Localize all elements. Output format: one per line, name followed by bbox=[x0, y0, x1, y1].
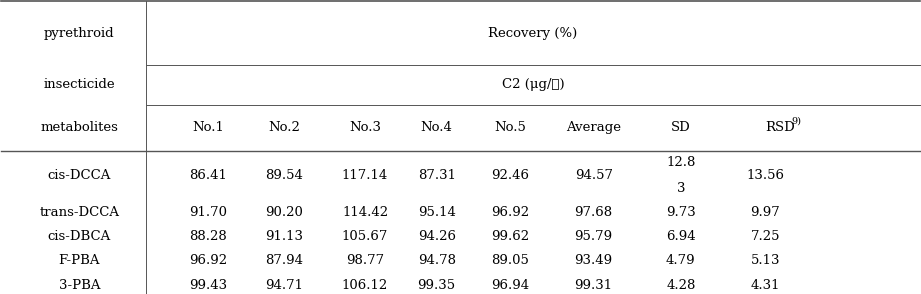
Text: 99.31: 99.31 bbox=[575, 279, 612, 292]
Text: RSD: RSD bbox=[765, 121, 795, 134]
Text: 92.46: 92.46 bbox=[491, 169, 529, 182]
Text: No.3: No.3 bbox=[349, 121, 381, 134]
Text: insecticide: insecticide bbox=[43, 78, 115, 91]
Text: 114.42: 114.42 bbox=[342, 206, 388, 218]
Text: 94.57: 94.57 bbox=[575, 169, 612, 182]
Text: 86.41: 86.41 bbox=[189, 169, 227, 182]
Text: F-PBA: F-PBA bbox=[59, 254, 100, 268]
Text: 99.62: 99.62 bbox=[491, 230, 530, 243]
Text: SD: SD bbox=[671, 121, 691, 134]
Text: 87.94: 87.94 bbox=[265, 254, 303, 268]
Text: 3-PBA: 3-PBA bbox=[59, 279, 100, 292]
Text: No.4: No.4 bbox=[421, 121, 452, 134]
Text: cis-DBCA: cis-DBCA bbox=[48, 230, 111, 243]
Text: 87.31: 87.31 bbox=[417, 169, 456, 182]
Text: 95.79: 95.79 bbox=[575, 230, 612, 243]
Text: 94.78: 94.78 bbox=[417, 254, 456, 268]
Text: 7.25: 7.25 bbox=[751, 230, 780, 243]
Text: No.1: No.1 bbox=[192, 121, 224, 134]
Text: 4.31: 4.31 bbox=[751, 279, 780, 292]
Text: 5.13: 5.13 bbox=[751, 254, 780, 268]
Text: metabolites: metabolites bbox=[41, 121, 119, 134]
Text: No.2: No.2 bbox=[268, 121, 300, 134]
Text: C2 (μg/ℓ): C2 (μg/ℓ) bbox=[502, 78, 565, 91]
Text: 94.71: 94.71 bbox=[265, 279, 303, 292]
Text: 89.54: 89.54 bbox=[265, 169, 303, 182]
Text: 96.94: 96.94 bbox=[491, 279, 530, 292]
Text: 94.26: 94.26 bbox=[417, 230, 456, 243]
Text: 4.28: 4.28 bbox=[666, 279, 695, 292]
Text: 105.67: 105.67 bbox=[342, 230, 388, 243]
Text: Average: Average bbox=[566, 121, 621, 134]
Text: 88.28: 88.28 bbox=[189, 230, 227, 243]
Text: 3: 3 bbox=[677, 182, 685, 195]
Text: Recovery (%): Recovery (%) bbox=[488, 26, 577, 39]
Text: 9.73: 9.73 bbox=[666, 206, 695, 218]
Text: 93.49: 93.49 bbox=[575, 254, 612, 268]
Text: 106.12: 106.12 bbox=[342, 279, 388, 292]
Text: 9): 9) bbox=[791, 116, 801, 125]
Text: 6.94: 6.94 bbox=[666, 230, 695, 243]
Text: 91.70: 91.70 bbox=[189, 206, 227, 218]
Text: 99.35: 99.35 bbox=[417, 279, 456, 292]
Text: pyrethroid: pyrethroid bbox=[44, 26, 115, 39]
Text: 95.14: 95.14 bbox=[418, 206, 456, 218]
Text: cis-DCCA: cis-DCCA bbox=[48, 169, 111, 182]
Text: 4.79: 4.79 bbox=[666, 254, 695, 268]
Text: 9.97: 9.97 bbox=[751, 206, 780, 218]
Text: trans-DCCA: trans-DCCA bbox=[40, 206, 120, 218]
Text: 117.14: 117.14 bbox=[342, 169, 388, 182]
Text: 97.68: 97.68 bbox=[575, 206, 612, 218]
Text: 98.77: 98.77 bbox=[346, 254, 384, 268]
Text: 12.8: 12.8 bbox=[666, 156, 695, 169]
Text: No.5: No.5 bbox=[495, 121, 526, 134]
Text: 90.20: 90.20 bbox=[265, 206, 303, 218]
Text: 99.43: 99.43 bbox=[189, 279, 227, 292]
Text: 91.13: 91.13 bbox=[265, 230, 303, 243]
Text: 89.05: 89.05 bbox=[491, 254, 529, 268]
Text: 96.92: 96.92 bbox=[491, 206, 530, 218]
Text: 96.92: 96.92 bbox=[189, 254, 227, 268]
Text: 13.56: 13.56 bbox=[746, 169, 785, 182]
